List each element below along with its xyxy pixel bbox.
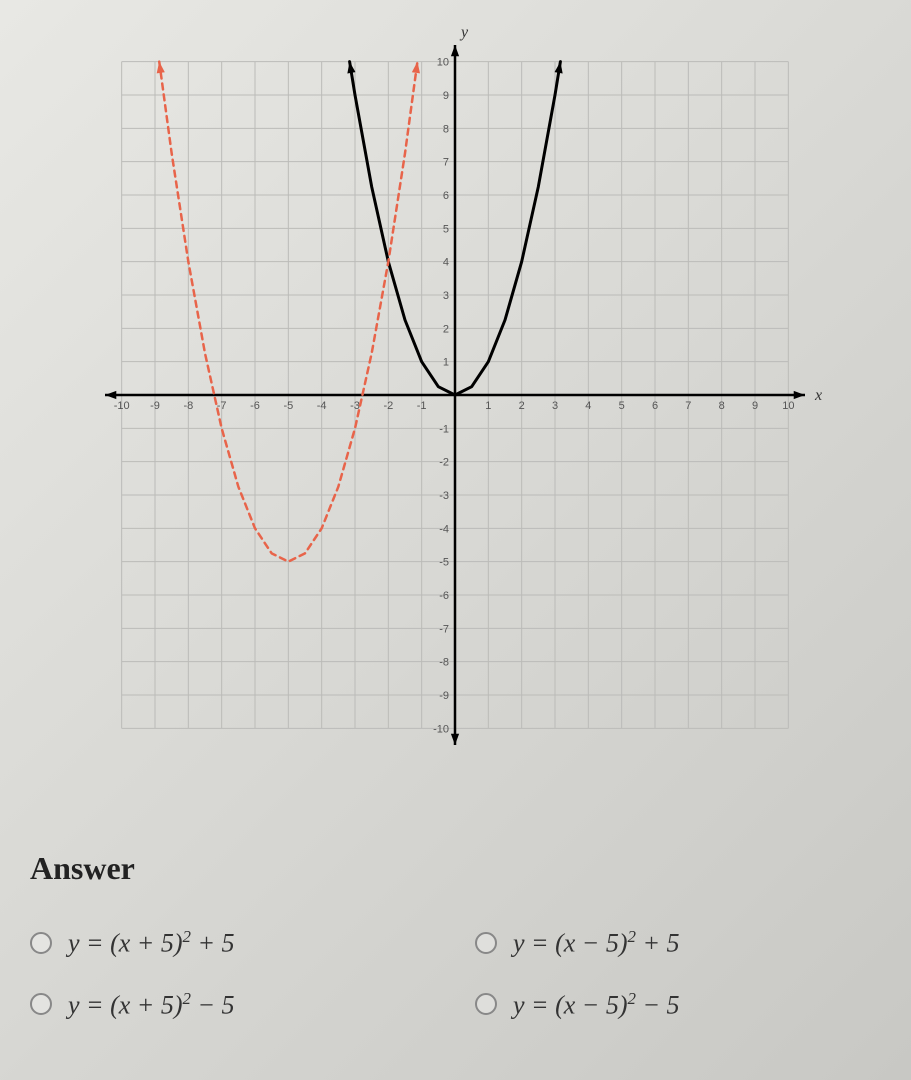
answer-option[interactable]: y = (x − 5)2 + 5	[475, 927, 880, 959]
svg-text:8: 8	[719, 400, 725, 412]
svg-text:4: 4	[443, 257, 449, 269]
radio-icon[interactable]	[30, 993, 52, 1015]
svg-text:1: 1	[485, 400, 491, 412]
svg-text:3: 3	[552, 400, 558, 412]
svg-text:-6: -6	[250, 400, 260, 412]
svg-text:-7: -7	[439, 623, 449, 635]
radio-icon[interactable]	[475, 932, 497, 954]
svg-text:-6: -6	[439, 590, 449, 602]
svg-text:-4: -4	[317, 400, 327, 412]
radio-icon[interactable]	[30, 932, 52, 954]
svg-text:9: 9	[752, 400, 758, 412]
svg-text:3: 3	[443, 290, 449, 302]
answers-heading: Answer	[30, 850, 880, 887]
svg-text:-9: -9	[439, 690, 449, 702]
svg-text:1: 1	[443, 357, 449, 369]
answers-section: Answer y = (x + 5)2 + 5y = (x − 5)2 + 5y…	[30, 850, 880, 1020]
svg-text:y: y	[459, 24, 469, 41]
equation-text: y = (x + 5)2 − 5	[68, 989, 235, 1021]
svg-text:-5: -5	[283, 400, 293, 412]
svg-text:5: 5	[619, 400, 625, 412]
svg-text:7: 7	[685, 400, 691, 412]
svg-text:-3: -3	[439, 490, 449, 502]
svg-text:-1: -1	[439, 423, 449, 435]
answers-grid: y = (x + 5)2 + 5 y = (x − 5)2 + 5 y = (x +…	[30, 927, 880, 1020]
coordinate-graph: -10 -9 -8 -7 -6 -5 -4 -3 -2 -1 1 2 3 4 5 6 7 8 9 10 -10 -9 -8 -…	[80, 20, 830, 770]
svg-text:-10: -10	[433, 723, 449, 735]
svg-text:-2: -2	[439, 457, 449, 469]
svg-text:-8: -8	[183, 400, 193, 412]
equation-text: y = (x − 5)2 − 5	[513, 989, 680, 1021]
svg-text:2: 2	[519, 400, 525, 412]
graph-svg: -10 -9 -8 -7 -6 -5 -4 -3 -2 -1 1 2 3 4 5 6 7 8 9 10 -10 -9 -8 -…	[80, 20, 830, 770]
svg-text:8: 8	[443, 123, 449, 135]
svg-text:6: 6	[443, 190, 449, 202]
svg-text:-1: -1	[417, 400, 427, 412]
svg-text:10: 10	[782, 400, 794, 412]
svg-text:-10: -10	[114, 400, 130, 412]
svg-text:-4: -4	[439, 523, 449, 535]
svg-text:2: 2	[443, 323, 449, 335]
svg-text:-5: -5	[439, 557, 449, 569]
svg-text:-2: -2	[383, 400, 393, 412]
svg-text:7: 7	[443, 157, 449, 169]
answer-option[interactable]: y = (x + 5)2 − 5	[30, 989, 435, 1021]
radio-icon[interactable]	[475, 993, 497, 1015]
answer-option[interactable]: y = (x + 5)2 + 5	[30, 927, 435, 959]
svg-text:x: x	[814, 387, 822, 404]
svg-text:5: 5	[443, 223, 449, 235]
svg-text:-9: -9	[150, 400, 160, 412]
answer-option[interactable]: y = (x − 5)2 − 5	[475, 989, 880, 1021]
equation-text: y = (x + 5)2 + 5	[68, 927, 235, 959]
svg-text:10: 10	[437, 57, 449, 69]
svg-text:4: 4	[585, 400, 591, 412]
svg-text:-8: -8	[439, 657, 449, 669]
svg-text:9: 9	[443, 90, 449, 102]
equation-text: y = (x − 5)2 + 5	[513, 927, 680, 959]
svg-text:6: 6	[652, 400, 658, 412]
